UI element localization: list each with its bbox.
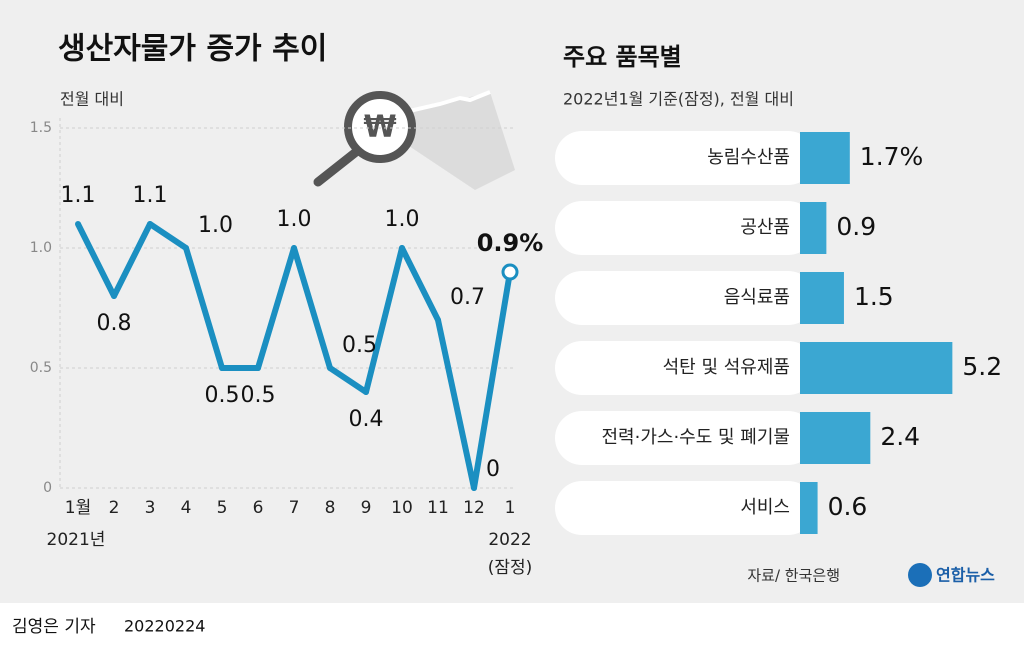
category-label: 석탄 및 석유제품 bbox=[663, 357, 790, 378]
logo-mark bbox=[908, 563, 932, 587]
y-tick-label: 0.5 bbox=[30, 360, 52, 376]
x-tick-label: 5 bbox=[217, 498, 228, 518]
x-tick-label: 4 bbox=[181, 498, 192, 518]
bar bbox=[800, 202, 827, 254]
point bbox=[291, 245, 297, 251]
value-label: 0.8 bbox=[97, 311, 132, 336]
category-label: 농림수산품 bbox=[707, 147, 790, 168]
x-tick-label: 6 bbox=[253, 498, 264, 518]
value-label: 1.0 bbox=[277, 207, 312, 232]
footer-background bbox=[0, 603, 1024, 645]
value-label: 0.5 bbox=[205, 383, 240, 408]
point bbox=[471, 485, 477, 491]
x-annotation: (잠정) bbox=[488, 558, 533, 578]
category-label: 서비스 bbox=[740, 497, 790, 518]
value-label: 1.5 bbox=[854, 282, 894, 311]
category-label: 음식료품 bbox=[724, 287, 790, 308]
point bbox=[327, 365, 333, 371]
value-label: 1.0 bbox=[385, 207, 420, 232]
x-tick-label: 12 bbox=[463, 498, 485, 518]
row-background bbox=[555, 411, 815, 465]
x-annotation: 2021년 bbox=[47, 530, 106, 550]
chart-subtitle: 전월 대비 bbox=[60, 90, 124, 109]
value-label: 0 bbox=[486, 457, 500, 482]
chart-subtitle: 2022년1월 기준(잠정), 전월 대비 bbox=[563, 90, 794, 109]
point bbox=[183, 245, 189, 251]
magnifier-icon: ₩ bbox=[313, 90, 515, 190]
chart-title: 생산자물가 증가 추이 bbox=[58, 32, 327, 67]
x-tick-label: 8 bbox=[325, 498, 336, 518]
value-label: 2.4 bbox=[880, 422, 920, 451]
value-label: 0.6 bbox=[828, 492, 868, 521]
y-tick-label: 1.0 bbox=[30, 240, 52, 256]
svg-text:₩: ₩ bbox=[363, 110, 396, 145]
x-annotation: 2022 bbox=[488, 530, 531, 550]
value-label: 1.7% bbox=[860, 142, 924, 171]
x-tick-label: 1월 bbox=[65, 498, 91, 518]
bar bbox=[800, 482, 818, 534]
date: 20220224 bbox=[124, 617, 205, 636]
value-label: 1.1 bbox=[133, 183, 168, 208]
point bbox=[147, 221, 153, 227]
category-label: 전력·가스·수도 및 폐기물 bbox=[602, 427, 791, 448]
value-label: 0.5 bbox=[342, 333, 377, 358]
point bbox=[75, 221, 81, 227]
logo: 연합뉴스 bbox=[936, 566, 995, 585]
point bbox=[255, 365, 261, 371]
x-tick-label: 9 bbox=[361, 498, 372, 518]
point bbox=[219, 365, 225, 371]
bar bbox=[800, 412, 871, 464]
value-label: 0.7 bbox=[450, 285, 485, 310]
chart-title: 주요 품목별 bbox=[563, 43, 682, 71]
value-label: 5.2 bbox=[962, 352, 1002, 381]
value-label: 0.9% bbox=[477, 229, 544, 257]
point bbox=[399, 245, 405, 251]
y-tick-label: 1.5 bbox=[30, 120, 52, 136]
row-background bbox=[555, 131, 815, 185]
source: 자료/ 한국은행 bbox=[747, 567, 840, 585]
x-tick-label: 7 bbox=[289, 498, 300, 518]
point bbox=[111, 293, 117, 299]
row-background bbox=[555, 481, 815, 535]
row-background bbox=[555, 341, 815, 395]
x-tick-label: 1 bbox=[505, 498, 516, 518]
row-background bbox=[555, 271, 815, 325]
value-label: 1.1 bbox=[61, 183, 96, 208]
point bbox=[501, 263, 519, 281]
value-label: 0.5 bbox=[241, 383, 276, 408]
point bbox=[435, 317, 441, 323]
bar bbox=[800, 342, 953, 394]
x-tick-label: 10 bbox=[391, 498, 413, 518]
author: 김영은 기자 bbox=[12, 617, 96, 637]
y-tick-label: 0 bbox=[43, 480, 52, 496]
bar bbox=[800, 132, 850, 184]
x-tick-label: 11 bbox=[427, 498, 449, 518]
bar bbox=[800, 272, 844, 324]
value-label: 0.9 bbox=[836, 212, 876, 241]
value-label: 0.4 bbox=[349, 407, 384, 432]
category-label: 공산품 bbox=[740, 217, 790, 238]
value-label: 1.0 bbox=[198, 213, 233, 238]
background bbox=[0, 0, 1024, 603]
x-tick-label: 3 bbox=[145, 498, 156, 518]
x-tick-label: 2 bbox=[109, 498, 120, 518]
point bbox=[363, 389, 369, 395]
row-background bbox=[555, 201, 815, 255]
